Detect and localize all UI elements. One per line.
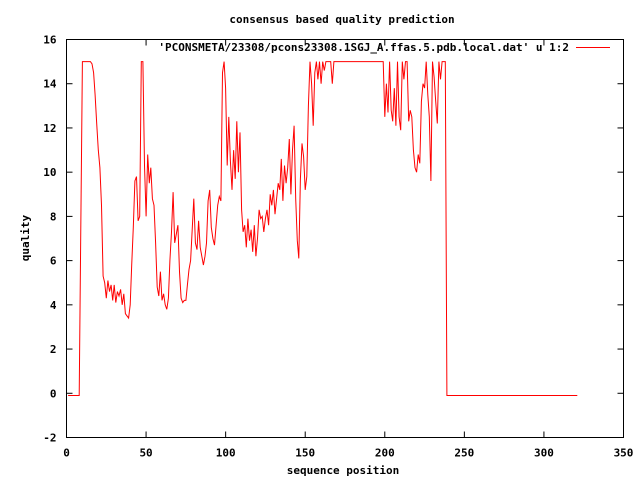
y-tick-label: 2 — [50, 343, 57, 356]
y-tick-label: -2 — [43, 432, 56, 445]
y-axis-label: quality — [19, 214, 32, 261]
x-tick-label: 100 — [216, 447, 236, 460]
y-tick-label: 10 — [43, 166, 56, 179]
x-tick-label: 350 — [614, 447, 634, 460]
x-tick-label: 300 — [534, 447, 554, 460]
x-axis: 0 50 100 150 200 250 300 350 — [63, 39, 634, 460]
y-axis: -2 0 2 4 6 8 10 12 14 16 — [43, 34, 624, 445]
chart-title: consensus based quality prediction — [229, 13, 454, 26]
y-tick-label: 12 — [43, 122, 56, 135]
x-tick-label: 50 — [139, 447, 152, 460]
y-tick-label: 16 — [43, 34, 57, 47]
y-tick-label: 14 — [43, 78, 57, 91]
y-tick-label: 8 — [50, 210, 57, 223]
x-tick-label: 250 — [454, 447, 474, 460]
x-tick-label: 200 — [375, 447, 395, 460]
x-tick-label: 0 — [63, 447, 70, 460]
x-axis-label: sequence position — [287, 464, 400, 477]
legend-label: 'PCONSMETA/23308/pcons23308.1SGJ_A.ffas.… — [158, 41, 569, 54]
plot-frame — [66, 39, 624, 438]
y-tick-label: 0 — [50, 387, 57, 400]
y-tick-label: 6 — [50, 255, 57, 268]
y-tick-label: 4 — [50, 299, 57, 312]
x-tick-label: 150 — [295, 447, 315, 460]
series-line — [68, 61, 578, 396]
